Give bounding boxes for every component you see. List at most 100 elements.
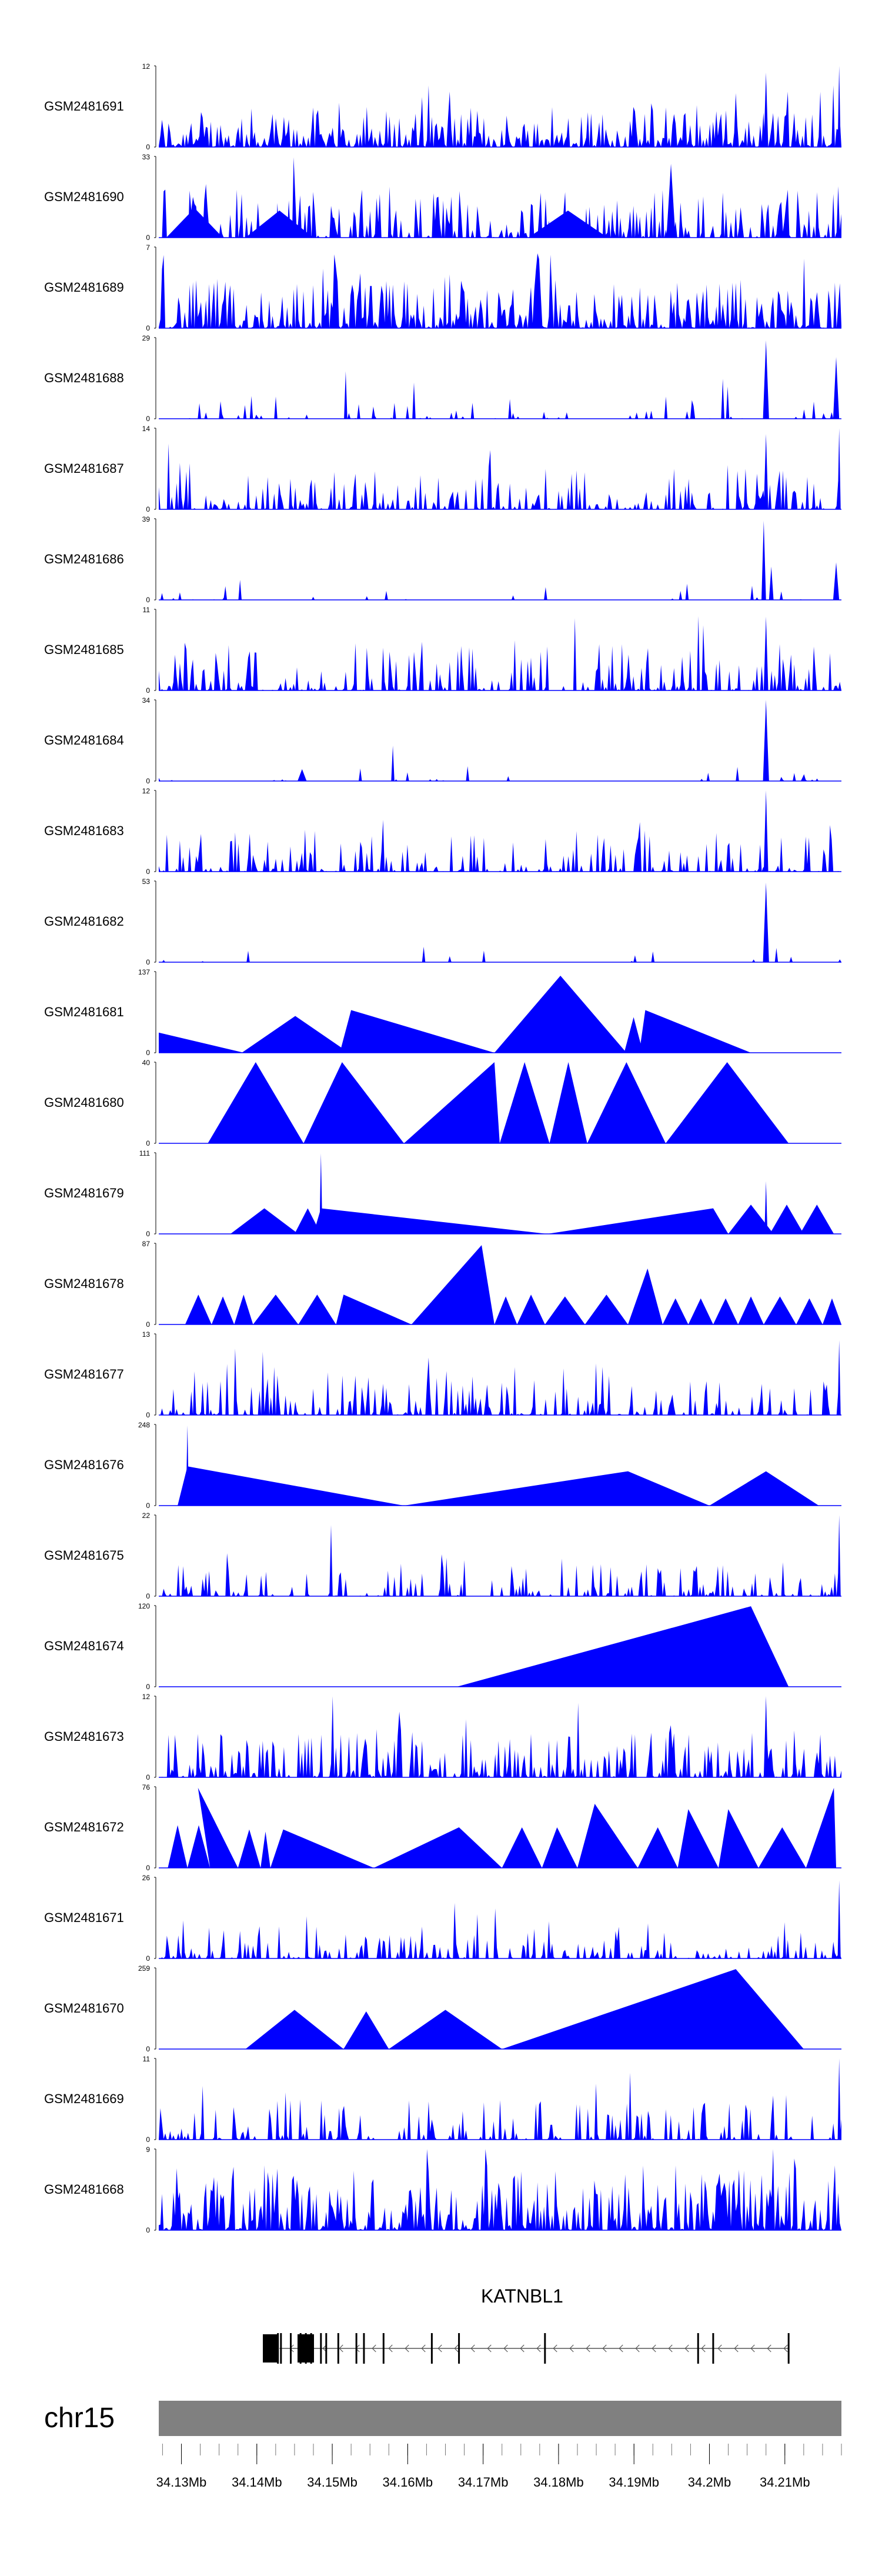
coverage-signal: [159, 520, 841, 600]
axis-tick-label: 34.16Mb: [383, 2475, 433, 2490]
y-max-label: 29: [142, 334, 151, 342]
coverage-signal: [159, 700, 841, 781]
coverage-triangle: [738, 1296, 764, 1324]
y-min-label: 0: [146, 867, 150, 876]
coverage-area: [159, 2073, 841, 2140]
coverage-area: [159, 157, 841, 238]
track-GSM2481691: GSM2481691 12 0: [44, 62, 841, 151]
strand-arrow-icon: [437, 2344, 442, 2353]
coverage-triangle: [624, 1017, 643, 1053]
y-max-label: 53: [142, 877, 151, 886]
strand-arrow-icon: [750, 2344, 755, 2353]
track-label: GSM2481687: [44, 461, 124, 476]
track-GSM2481681: GSM2481681 137 0: [44, 968, 841, 1057]
track-label: GSM2481690: [44, 189, 124, 204]
coverage-signal: [159, 1696, 841, 1777]
coverage-triangle: [185, 1294, 212, 1324]
strand-arrow-icon: [635, 2344, 640, 2353]
y-max-label: 33: [142, 153, 151, 161]
y-min-label: 0: [146, 1954, 150, 1963]
coverage-triangle: [298, 1294, 336, 1324]
track-label: GSM2481674: [44, 1639, 124, 1653]
track-label: GSM2481688: [44, 371, 124, 385]
y-min-label: 0: [146, 686, 150, 695]
strand-arrow-icon: [668, 2344, 673, 2353]
track-GSM2481674: GSM2481674 120 0: [44, 1602, 841, 1691]
axis-tick-label: 34.21Mb: [760, 2475, 810, 2490]
track-GSM2481678: GSM2481678 87 0: [44, 1240, 841, 1329]
coverage-triangle: [198, 1787, 238, 1868]
strand-arrow-icon: [503, 2344, 508, 2353]
coverage-triangle: [494, 976, 627, 1053]
coverage-triangle: [187, 1825, 211, 1868]
coverage-signal: [159, 253, 841, 328]
coverage-area: [159, 1525, 841, 1596]
coverage-area: [159, 1349, 841, 1415]
gene-annotation-track: KATNBL1: [263, 2285, 790, 2364]
coverage-triangle: [577, 1804, 638, 1868]
coverage-triangle: [709, 1471, 819, 1506]
strand-arrow-icon: [520, 2344, 524, 2353]
track-GSM2481673: GSM2481673 12 0: [44, 1693, 841, 1781]
y-max-label: 13: [142, 1330, 151, 1339]
gene-name-label: KATNBL1: [481, 2285, 563, 2307]
coverage-peak: [319, 1153, 323, 1234]
coverage-triangle: [260, 1831, 270, 1868]
coverage-tracks: GSM2481691120GSM2481690330GSM248168970GS…: [44, 62, 841, 2234]
coverage-peak: [666, 163, 676, 238]
coverage-area: [159, 1696, 841, 1777]
coverage-area: [159, 580, 841, 600]
y-max-label: 137: [138, 968, 150, 976]
track-GSM2481687: GSM2481687 14 0: [44, 425, 841, 513]
coverage-triangle: [313, 1208, 547, 1234]
y-max-label: 14: [142, 425, 151, 433]
coverage-peak: [833, 357, 840, 419]
coverage-triangle: [770, 1204, 804, 1234]
coverage-triangle: [666, 1062, 789, 1143]
coverage-triangle: [822, 1298, 841, 1324]
strand-arrow-icon: [684, 2344, 689, 2353]
coverage-triangle: [178, 1466, 404, 1506]
y-min-label: 0: [146, 415, 150, 423]
coverage-signal: [159, 976, 751, 1053]
y-min-label: 0: [146, 1683, 150, 1691]
coverage-triangle: [238, 1829, 261, 1868]
coverage-triangle: [373, 1827, 502, 1868]
y-min-label: 0: [146, 2226, 150, 2234]
coverage-triangle: [411, 1245, 495, 1324]
strand-arrow-icon: [322, 2344, 327, 2353]
coverage-triangle: [303, 1062, 404, 1143]
y-min-label: 0: [146, 233, 150, 242]
y-max-label: 7: [146, 243, 150, 252]
coverage-peak: [833, 562, 840, 600]
strand-arrow-icon: [586, 2344, 590, 2353]
coverage-triangle: [403, 1471, 710, 1506]
axis-tick-label: 34.2Mb: [688, 2475, 731, 2490]
track-GSM2481683: GSM2481683 12 0: [44, 787, 841, 876]
y-min-label: 0: [146, 505, 150, 513]
track-label: GSM2481677: [44, 1367, 124, 1382]
y-max-label: 111: [139, 1149, 151, 1157]
coverage-signal: [159, 1880, 841, 1958]
coverage-triangle: [796, 1298, 823, 1324]
coverage-peak: [837, 66, 841, 147]
track-label: GSM2481682: [44, 914, 124, 929]
track-GSM2481684: GSM2481684 34 0: [44, 696, 841, 785]
strand-arrow-icon: [372, 2344, 376, 2353]
y-max-label: 248: [138, 1421, 150, 1429]
y-min-label: 0: [146, 1864, 150, 1872]
coverage-peak: [763, 433, 769, 509]
coverage-signal: [159, 882, 841, 962]
coverage-peak: [763, 882, 769, 962]
coverage-triangle: [245, 211, 313, 238]
track-GSM2481689: GSM2481689 7 0: [44, 243, 841, 332]
strand-arrow-icon: [536, 2344, 541, 2353]
y-min-label: 0: [146, 143, 150, 151]
axis-tick-label: 34.15Mb: [307, 2475, 358, 2490]
coverage-triangle: [584, 1294, 628, 1324]
coverage-peak: [298, 769, 307, 781]
y-max-label: 76: [142, 1783, 151, 1791]
y-min-label: 0: [146, 1230, 150, 1238]
strand-arrow-icon: [569, 2344, 574, 2353]
